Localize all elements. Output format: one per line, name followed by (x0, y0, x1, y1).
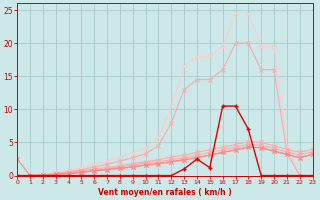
X-axis label: Vent moyen/en rafales ( km/h ): Vent moyen/en rafales ( km/h ) (98, 188, 232, 197)
